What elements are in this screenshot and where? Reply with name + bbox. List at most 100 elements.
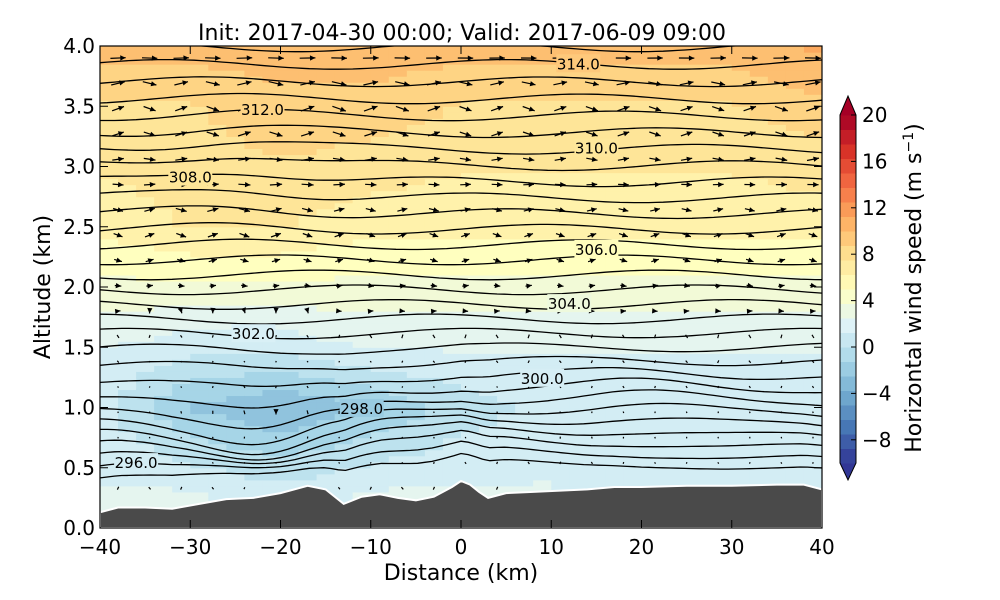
speed-cell xyxy=(226,395,245,403)
speed-cell xyxy=(352,419,372,427)
speed-cell xyxy=(226,413,245,421)
speed-cell xyxy=(749,377,769,384)
speed-cell xyxy=(785,220,805,228)
speed-cell xyxy=(352,317,372,324)
speed-cell xyxy=(226,208,245,216)
speed-cell xyxy=(497,419,516,427)
speed-cell xyxy=(659,226,679,234)
speed-cell xyxy=(100,112,119,119)
speed-cell xyxy=(515,287,534,294)
speed-cell xyxy=(280,46,300,53)
speed-cell xyxy=(641,401,661,409)
speed-cell xyxy=(731,280,751,288)
speed-cell xyxy=(479,395,498,403)
speed-cell xyxy=(154,82,173,89)
wind-vector xyxy=(332,131,346,137)
speed-cell xyxy=(172,449,191,457)
speed-cell xyxy=(569,437,588,445)
speed-cell xyxy=(370,202,390,210)
speed-cell xyxy=(695,148,715,156)
speed-cell xyxy=(587,443,606,451)
speed-cell xyxy=(136,190,155,198)
speed-cell xyxy=(298,377,318,384)
speed-cell xyxy=(226,190,245,198)
speed-cell xyxy=(695,238,715,246)
speed-cell xyxy=(208,311,227,318)
speed-cell xyxy=(136,491,155,499)
speed-cell xyxy=(190,94,209,101)
speed-cell xyxy=(352,100,372,107)
speed-cell xyxy=(497,437,516,445)
speed-cell xyxy=(388,449,408,457)
speed-cell xyxy=(677,371,697,378)
speed-cell xyxy=(569,323,588,330)
speed-cell xyxy=(659,335,679,342)
speed-cell xyxy=(605,407,625,415)
speed-cell xyxy=(334,52,354,59)
speed-cell xyxy=(479,70,498,77)
speed-cell xyxy=(100,130,119,137)
wind-vector xyxy=(332,105,347,112)
speed-cell xyxy=(208,88,227,95)
wind-vector xyxy=(395,81,410,87)
wind-vector xyxy=(114,308,121,314)
x-tick-label: 40 xyxy=(809,535,834,559)
speed-cell xyxy=(767,479,787,487)
speed-cell xyxy=(749,196,769,204)
speed-cell xyxy=(461,383,480,391)
speed-cell xyxy=(190,160,209,168)
speed-cell xyxy=(515,479,534,487)
speed-cell xyxy=(731,190,751,198)
speed-cell xyxy=(352,46,372,53)
speed-cell xyxy=(785,377,805,384)
speed-cell xyxy=(659,94,679,101)
speed-cell xyxy=(118,76,137,83)
speed-cell xyxy=(695,317,715,324)
wind-vector xyxy=(175,131,188,137)
wind-vector xyxy=(622,360,625,364)
wind-vector xyxy=(207,207,219,213)
speed-cell xyxy=(262,76,282,83)
speed-cell xyxy=(479,431,498,439)
speed-cell xyxy=(370,118,390,125)
speed-cell xyxy=(461,371,480,378)
speed-cell xyxy=(605,425,625,433)
x-tick-label: 0 xyxy=(455,535,468,559)
speed-cell xyxy=(280,413,300,421)
speed-cell xyxy=(749,293,769,300)
speed-cell xyxy=(118,82,137,89)
speed-cell xyxy=(461,76,480,83)
speed-cell xyxy=(352,461,372,469)
speed-cell xyxy=(136,184,155,192)
speed-cell xyxy=(749,329,769,336)
speed-cell xyxy=(154,208,173,216)
speed-cell xyxy=(623,154,643,162)
isentrope-line xyxy=(100,173,822,188)
speed-cell xyxy=(424,401,444,409)
speed-cell xyxy=(118,244,137,252)
speed-cell xyxy=(749,317,769,324)
speed-cell xyxy=(623,196,643,204)
wind-vector xyxy=(617,131,630,137)
speed-cell xyxy=(533,365,552,372)
wind-vector xyxy=(464,360,467,364)
wind-vector xyxy=(148,436,151,439)
speed-cell xyxy=(659,112,679,119)
terrain xyxy=(100,479,822,528)
x-tick-label: −20 xyxy=(259,535,301,559)
speed-cell xyxy=(767,70,787,77)
speed-cell xyxy=(190,70,209,77)
speed-cell xyxy=(515,82,534,89)
speed-cell xyxy=(298,413,318,421)
speed-cell xyxy=(208,491,227,499)
speed-cell xyxy=(497,202,516,210)
speed-cell xyxy=(497,473,516,481)
speed-cell xyxy=(479,160,498,168)
speed-cell xyxy=(803,377,822,384)
speed-cell xyxy=(190,88,209,95)
speed-cell xyxy=(497,268,516,276)
speed-cell xyxy=(461,293,480,300)
speed-cell xyxy=(100,136,119,143)
speed-cell xyxy=(442,479,462,487)
wind-vector xyxy=(366,232,376,238)
